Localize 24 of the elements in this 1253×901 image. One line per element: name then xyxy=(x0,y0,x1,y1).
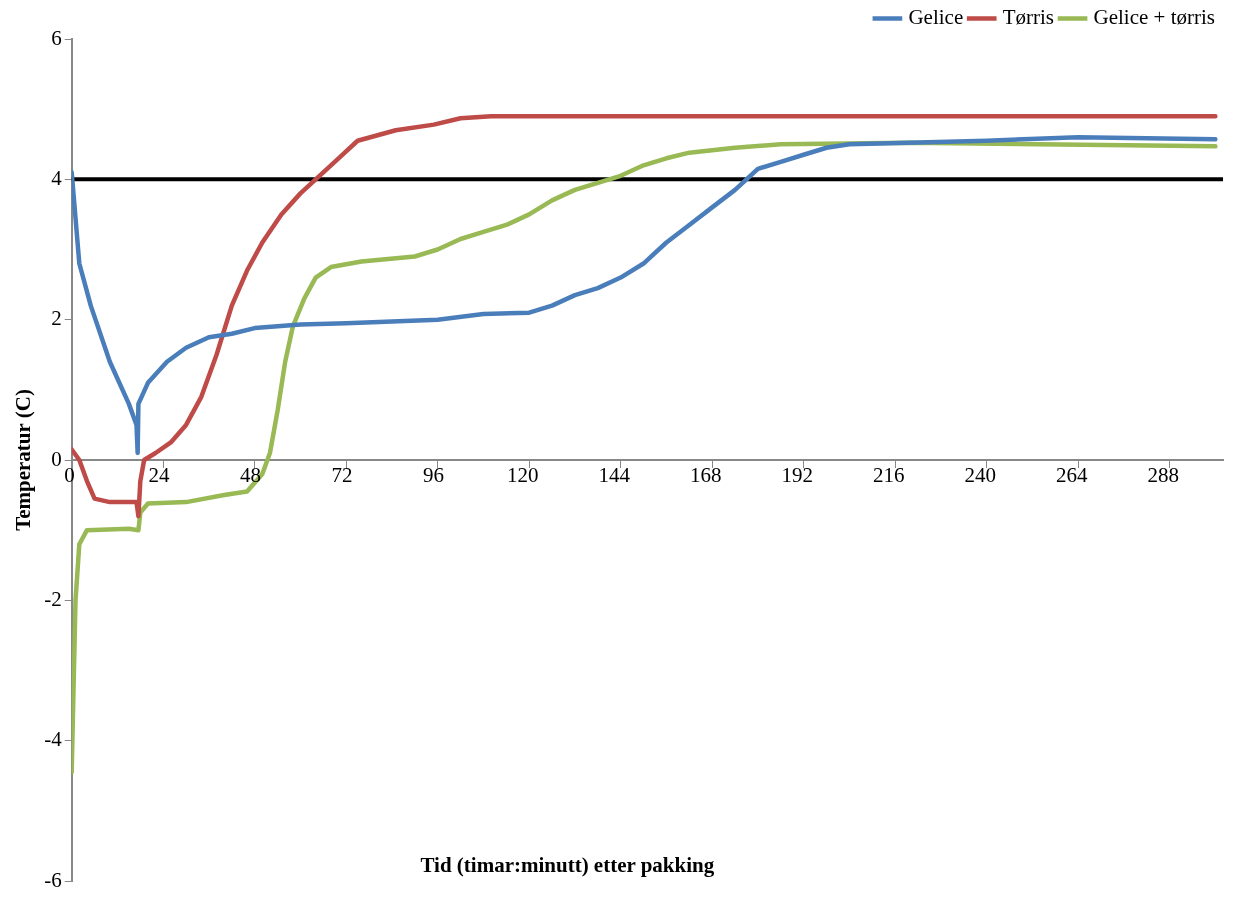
legend-label: Gelice + tørris xyxy=(1093,5,1215,30)
legend-label: Gelice xyxy=(908,5,964,30)
y-tick-label: 0 xyxy=(51,446,62,471)
y-axis-title: Temperatur (C) xyxy=(11,389,36,531)
x-tick-label: 288 xyxy=(1147,463,1180,488)
y-tick-label: -6 xyxy=(44,867,62,892)
x-axis-title: Tid (timar:minutt) etter pakking xyxy=(420,852,715,877)
y-tick-label: -4 xyxy=(44,727,63,752)
x-tick-label: 24 xyxy=(148,463,170,488)
x-tick-label: 216 xyxy=(873,463,905,488)
y-tick-label: 6 xyxy=(51,25,62,50)
y-tick-label: 2 xyxy=(51,306,62,331)
x-tick-label: 192 xyxy=(781,463,814,488)
x-tick-label: 144 xyxy=(598,463,631,488)
x-tick-label: 240 xyxy=(964,463,997,488)
x-tick-label: 96 xyxy=(422,463,444,488)
x-tick-label: 48 xyxy=(239,463,261,488)
y-tick-label: -2 xyxy=(44,586,62,611)
legend-label: Tørris xyxy=(1002,5,1055,30)
x-tick-label: 120 xyxy=(507,463,539,488)
x-tick-label: 72 xyxy=(331,463,353,488)
x-tick-label: 168 xyxy=(690,463,722,488)
x-tick-label: 264 xyxy=(1056,463,1089,488)
y-tick-label: 4 xyxy=(51,165,63,190)
